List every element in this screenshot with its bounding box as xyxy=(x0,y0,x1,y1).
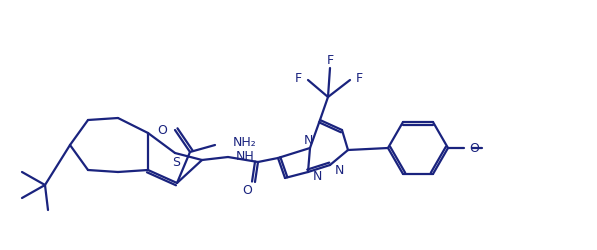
Text: O: O xyxy=(157,124,167,136)
Text: O: O xyxy=(469,142,479,154)
Text: N: N xyxy=(303,134,313,146)
Text: F: F xyxy=(327,54,334,66)
Text: S: S xyxy=(172,156,180,170)
Text: F: F xyxy=(295,72,302,85)
Text: N: N xyxy=(313,170,322,183)
Text: NH₂: NH₂ xyxy=(233,136,257,149)
Text: F: F xyxy=(356,72,363,85)
Text: N: N xyxy=(335,164,344,177)
Text: O: O xyxy=(242,184,252,196)
Text: NH: NH xyxy=(236,150,255,162)
